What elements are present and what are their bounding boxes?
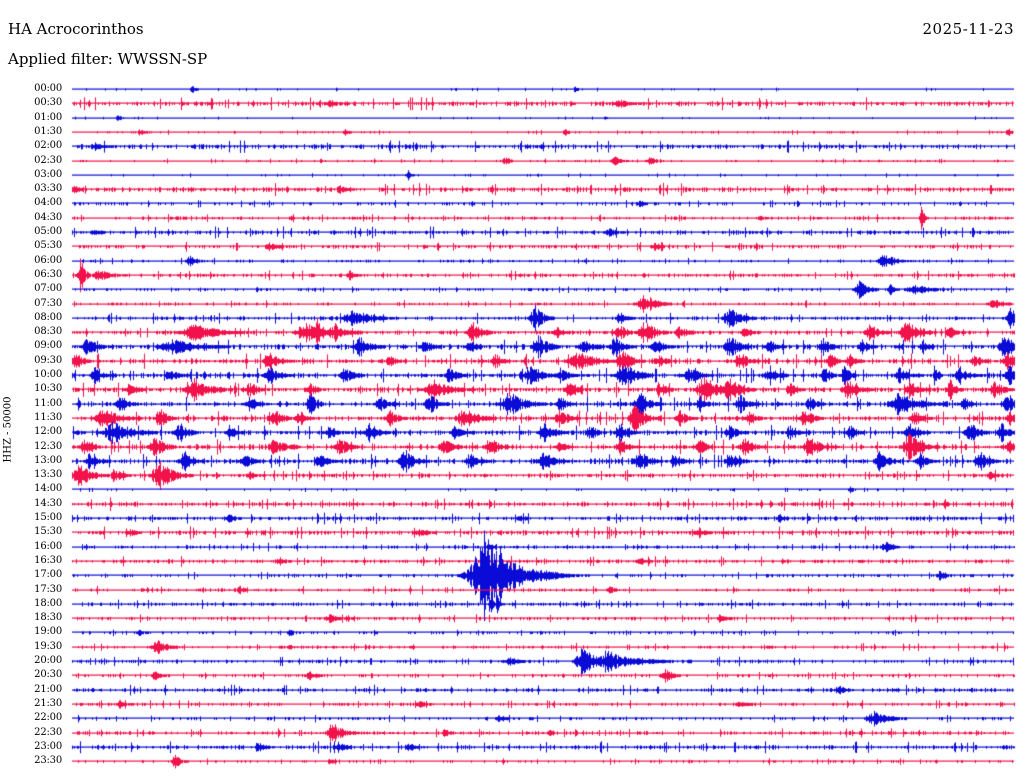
row-label: 18:30 xyxy=(34,612,62,624)
row-label: 07:30 xyxy=(34,297,62,309)
date-label: 2025-11-23 xyxy=(922,20,1014,38)
row-label: 00:00 xyxy=(34,83,62,94)
row-label: 18:00 xyxy=(34,597,62,609)
filter-label: Applied filter: WWSSN-SP xyxy=(8,50,208,68)
row-label: 22:30 xyxy=(34,726,62,738)
row-label: 08:30 xyxy=(34,326,62,338)
row-label: 23:30 xyxy=(34,755,62,767)
row-label: 20:00 xyxy=(34,655,62,666)
row-label: 09:30 xyxy=(34,354,62,366)
row-label: 19:30 xyxy=(34,640,62,652)
row-label: 03:00 xyxy=(34,168,62,180)
row-label: 14:00 xyxy=(34,483,62,495)
row-label: 16:00 xyxy=(34,540,62,552)
row-label: 21:00 xyxy=(34,683,62,695)
row-label: 08:00 xyxy=(34,311,62,323)
row-label: 03:30 xyxy=(34,183,62,195)
row-label: 23:00 xyxy=(34,740,62,752)
row-label: 01:30 xyxy=(34,125,62,137)
row-label: 19:00 xyxy=(34,626,62,638)
row-label: 02:00 xyxy=(34,140,62,152)
row-label: 20:30 xyxy=(34,669,62,681)
row-label: 13:00 xyxy=(34,454,62,466)
row-label: 14:30 xyxy=(34,497,62,509)
row-label: 04:00 xyxy=(34,197,62,209)
row-label: 17:30 xyxy=(34,583,62,595)
row-label: 22:00 xyxy=(34,712,62,724)
row-label: 16:30 xyxy=(34,554,62,566)
row-label: 01:00 xyxy=(34,111,62,123)
row-label: 12:00 xyxy=(34,426,62,438)
row-label: 15:30 xyxy=(34,526,62,538)
row-label: 17:00 xyxy=(34,569,62,581)
row-label: 06:00 xyxy=(34,254,62,266)
row-label: 15:00 xyxy=(34,512,62,523)
row-label: 10:00 xyxy=(34,369,62,380)
row-label: 11:00 xyxy=(34,397,62,409)
station-title: HA Acrocorinthos xyxy=(8,20,144,38)
row-label: 09:00 xyxy=(34,340,62,352)
row-label: 10:30 xyxy=(34,383,62,395)
row-label: 04:30 xyxy=(34,211,62,223)
row-label: 06:30 xyxy=(34,268,62,280)
row-label: 11:30 xyxy=(34,411,62,423)
row-label: 02:30 xyxy=(34,154,62,166)
row-label: 13:30 xyxy=(34,469,62,481)
row-label: 07:00 xyxy=(34,283,62,295)
row-label: 00:30 xyxy=(34,97,62,109)
row-label: 12:30 xyxy=(34,440,62,452)
row-label: 21:30 xyxy=(34,697,62,709)
row-label: 05:30 xyxy=(34,240,62,252)
row-label: 05:00 xyxy=(34,226,62,237)
